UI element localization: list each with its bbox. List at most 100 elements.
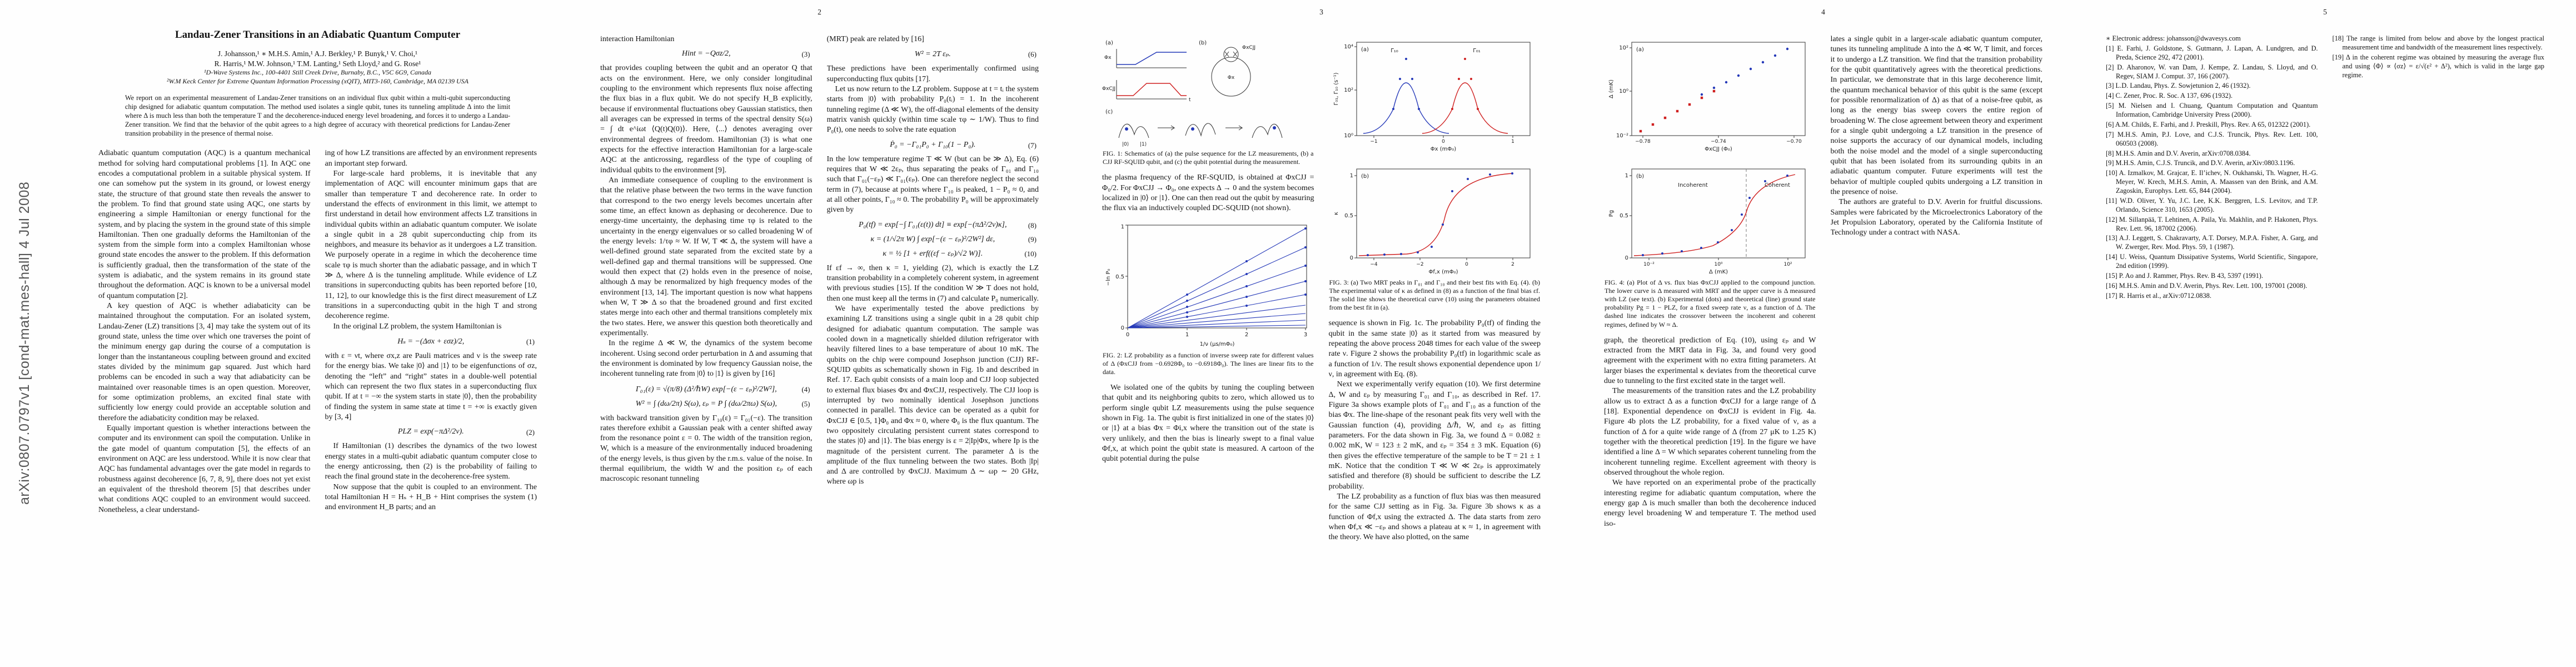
figure-2: 0 1 2 3 0 0.5 1 1/ν (μs/mΦ₀) −ln P₀ FIG.… bbox=[1102, 220, 1314, 376]
reference-item: [19] Δ in the coherent regime was obtain… bbox=[2332, 53, 2545, 79]
tick-label: 10² bbox=[1619, 45, 1628, 51]
fig3-gamma01-points bbox=[1451, 58, 1479, 110]
paragraph: We isolated one of the qubits by tuning … bbox=[1102, 383, 1314, 464]
figure-4: (a) 10⁻² bbox=[1604, 36, 1816, 329]
fig3b-x-axis-label: Φf,x (mΦ₀) bbox=[1428, 269, 1458, 275]
page4-column-1: (a) 10⁻² bbox=[1604, 34, 1816, 529]
fig4-chart: (a) 10⁻² bbox=[1608, 42, 1806, 275]
equation-body: W² = 2T εₚ. bbox=[914, 50, 951, 59]
contact-email: ∗ Electronic address: johansson@dwavesys… bbox=[2106, 34, 2241, 42]
equation-number: (7) bbox=[1028, 141, 1037, 150]
tick-label: −0.78 bbox=[1635, 139, 1651, 145]
paragraph: the plasma frequency of the RF-SQUID, is… bbox=[1102, 173, 1314, 213]
tick-label: 0 bbox=[1121, 325, 1124, 331]
reference-item: [14] U. Weiss, Quantum Dissipative Syste… bbox=[2106, 253, 2318, 270]
equation-number: (10) bbox=[1024, 249, 1037, 258]
fig4b-x-axis-label: Δ (mK) bbox=[1709, 269, 1728, 275]
page-number: 5 bbox=[2323, 8, 2327, 16]
tick-label: 1 bbox=[1349, 173, 1353, 179]
page-5: 5 ∗ Electronic address: johansson@dwaves… bbox=[2074, 0, 2576, 667]
fig4-coherent-label: Coherent bbox=[1765, 182, 1790, 188]
fig2-chart: 0 1 2 3 0 0.5 1 1/ν (μs/mΦ₀) −ln P₀ bbox=[1105, 224, 1307, 347]
fig4a-y-axis-label: Δ (mK) bbox=[1608, 79, 1615, 98]
fig1-wave1-label: Φx bbox=[1104, 55, 1112, 61]
tick-label: 10⁻² bbox=[1643, 262, 1655, 267]
page3-body: (a) Φx ΦxCJJ t (b) bbox=[1102, 34, 1541, 543]
equation-number: (4) bbox=[801, 385, 810, 394]
paragraph: A key question of AQC is whether adiabat… bbox=[98, 302, 311, 422]
fig1-state-marker bbox=[1191, 127, 1194, 131]
page-number: 3 bbox=[1319, 8, 1323, 16]
equation-number: (1) bbox=[526, 337, 535, 346]
page-4: 4 (a) bbox=[1572, 0, 2074, 667]
page-3: 3 (a) Φx ΦxCJJ t (b) bbox=[1070, 0, 1572, 667]
tick-label: 1 bbox=[1185, 332, 1189, 338]
paragraph: with backward transition given by Γ₁₀(ε)… bbox=[600, 414, 813, 484]
equation-number: (9) bbox=[1028, 235, 1037, 243]
equation-number: (6) bbox=[1028, 50, 1037, 59]
authors-line-1: J. Johansson,¹ ∗ M.H.S. Amin,¹ A.J. Berk… bbox=[217, 49, 418, 58]
page-number: 2 bbox=[818, 8, 821, 16]
paragraph: with ε = νt, where σx,z are Pauli matric… bbox=[325, 352, 537, 422]
equation-4: Γ₀₁(ε) = √(π/8) (Δ²/ℏW) exp[−(ε − εₚ)²/2… bbox=[605, 385, 810, 394]
paragraph: lates a single qubit in a larger-scale a… bbox=[1830, 35, 2043, 196]
tick-label: 0 bbox=[1625, 255, 1628, 261]
reference-item: [5] M. Nielsen and I. Chuang, Quantum Co… bbox=[2106, 102, 2318, 118]
tick-label: 1 bbox=[1511, 139, 1514, 145]
fig3-kappa-points bbox=[1366, 172, 1513, 256]
reference-item: [10] A. Izmalkov, M. Grajcar, E. Il’iche… bbox=[2106, 169, 2318, 195]
paper-title: Landau-Zener Transitions in an Adiabatic… bbox=[175, 29, 461, 41]
tick-label: 2 bbox=[1245, 332, 1248, 338]
fig1-double-well-potentials bbox=[1118, 123, 1283, 138]
tick-label: 0.5 bbox=[1344, 213, 1353, 219]
equation-body: κ = (1/√2π W) ∫ exp[−(ε − εₚ)²/2W²] dε, bbox=[870, 235, 995, 243]
reference-item: [3] L.D. Landau, Phys. Z. Sowjetunion 2,… bbox=[2106, 82, 2251, 90]
fig4-lz-points bbox=[1700, 47, 1789, 96]
fig3-kappa-curve bbox=[1358, 173, 1513, 256]
equation-2: PLZ = exp(−πΔ²/2ν). (2) bbox=[330, 427, 535, 437]
page4-column-2: lates a single qubit in a larger-scale a… bbox=[1831, 34, 2043, 238]
paragraph: If εf → ∞, then κ = 1, yielding (2), whi… bbox=[826, 263, 1039, 303]
reference-item: [1] E. Farhi, J. Goldstone, S. Gutmann, … bbox=[2106, 44, 2318, 61]
fig3-caption: FIG. 3: (a) Two MRT peaks in Γ₀₁ and Γ₁₀… bbox=[1329, 278, 1541, 312]
tick-label: 0 bbox=[1465, 262, 1468, 267]
fig3b-y-axis-label: κ bbox=[1333, 212, 1339, 215]
page4-body: (a) 10⁻² bbox=[1604, 34, 2042, 529]
fig1-state1-label: |1⟩ bbox=[1140, 142, 1147, 147]
reference-item: [9] M.H.S. Amin, C.J.S. Truncik, and D.V… bbox=[2106, 159, 2295, 167]
paragraph: that provides coupling between the qubit… bbox=[600, 64, 813, 175]
equation-5: W² = ∫ (dω/2π) S(ω), εₚ = P ∫ (dω/2πω) S… bbox=[605, 399, 810, 409]
fig3a-x-axis-label: Φx (mΦ₀) bbox=[1430, 146, 1456, 152]
tick-label: 0.5 bbox=[1115, 274, 1124, 280]
equation-1: Hₛ = −(Δσx + εσz)/2, (1) bbox=[330, 337, 535, 346]
tick-label: 0 bbox=[1126, 332, 1129, 338]
tick-label: 10² bbox=[1783, 262, 1792, 267]
affiliation-2: ²W.M Keck Center for Extreme Quantum Inf… bbox=[167, 77, 469, 85]
fig3-gamma10-peak bbox=[1363, 82, 1449, 134]
fig4-pg-curve bbox=[1633, 174, 1796, 256]
paragraph: The measurements of the transition rates… bbox=[1604, 387, 1816, 477]
paragraph: graph, the theoretical prediction of Eq.… bbox=[1604, 336, 1816, 385]
paragraph: Adiabatic quantum computation (AQC) is a… bbox=[98, 149, 311, 300]
paragraph: For large-scale hard problems, it is ine… bbox=[325, 169, 537, 321]
equation-body: W² = ∫ (dω/2π) S(ω), εₚ = P ∫ (dω/2πω) S… bbox=[635, 399, 777, 408]
abstract: We report on an experimental measurement… bbox=[125, 94, 510, 138]
tick-label: 3 bbox=[1304, 332, 1307, 338]
equation-number: (2) bbox=[526, 428, 535, 437]
tick-label: −1 bbox=[1370, 139, 1377, 145]
fig1-junction-icon bbox=[1224, 51, 1229, 57]
fig3-panel-b-label: (b) bbox=[1361, 173, 1369, 180]
fig4-caption: FIG. 4: (a) Plot of Δ vs. flux bias ΦxCJ… bbox=[1605, 278, 1816, 328]
equation-number: (5) bbox=[801, 399, 810, 408]
reference-item: [18] The range is limited from below and… bbox=[2332, 34, 2545, 51]
fig4-incoherent-label: Incoherent bbox=[1678, 182, 1708, 188]
tick-label: −2 bbox=[1416, 262, 1423, 267]
fig1-state-marker bbox=[1125, 127, 1128, 131]
fig3-panel-a-label: (a) bbox=[1361, 47, 1369, 53]
tick-label: 10² bbox=[1344, 87, 1353, 93]
fig3-chart: (a) Γ₁₀ Γ₀₁ bbox=[1333, 42, 1530, 275]
page2-column-1: interaction Hamiltonian Hint = −Qσz/2, (… bbox=[600, 34, 813, 485]
reference-item: [13] A.J. Leggett, S. Chakravarty, A.T. … bbox=[2106, 234, 2318, 251]
tick-label: −4 bbox=[1370, 262, 1378, 267]
reference-item: [16] M.H.S. Amin and D.V. Averin, Phys. … bbox=[2106, 281, 2308, 290]
